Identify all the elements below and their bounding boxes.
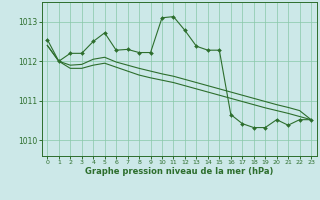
X-axis label: Graphe pression niveau de la mer (hPa): Graphe pression niveau de la mer (hPa) [85, 167, 273, 176]
